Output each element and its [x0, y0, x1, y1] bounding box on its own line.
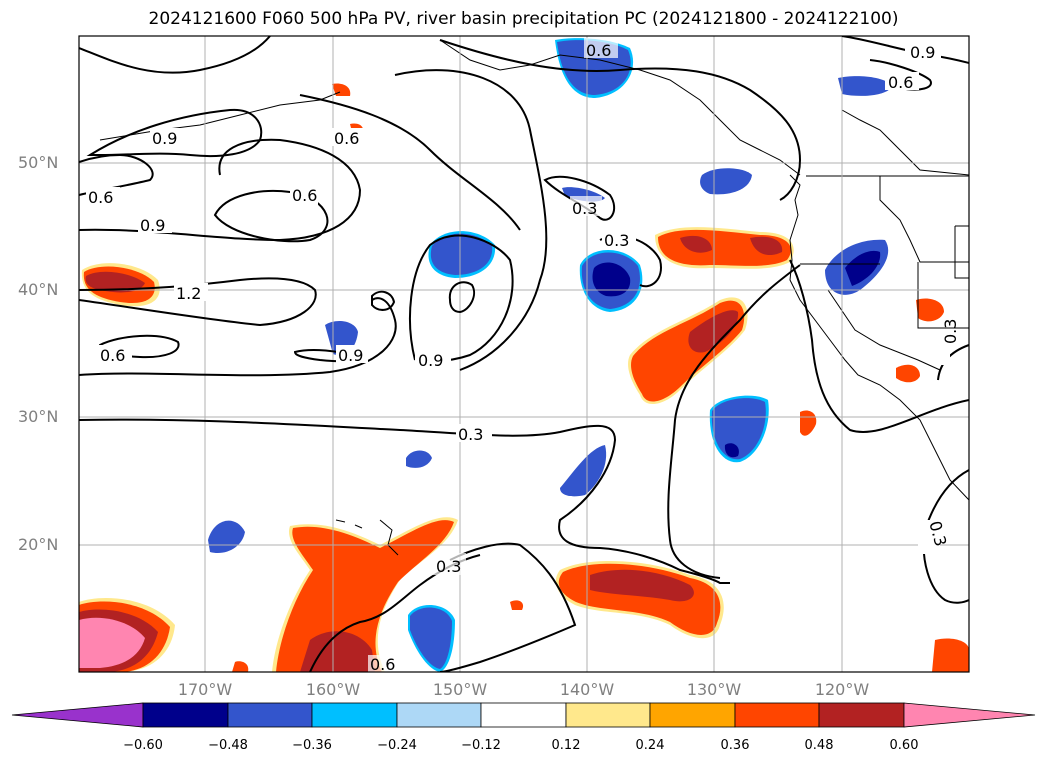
lon-label: 140°W	[559, 680, 615, 699]
colorbar	[11, 702, 1036, 728]
contour-label: 0.3	[604, 231, 629, 250]
colorbar-tick-label: −0.60	[123, 738, 163, 753]
colorbar-tick-label: 0.36	[720, 738, 750, 753]
pv-contour	[667, 264, 801, 579]
contour-label: 0.9	[152, 129, 177, 148]
coastlines	[99, 36, 969, 556]
gridlines	[79, 36, 969, 672]
contour-label: 0.6	[888, 73, 913, 92]
colorbar-tick-label: −0.36	[292, 738, 332, 753]
precip-shading	[79, 38, 969, 672]
pv-contour	[922, 469, 969, 604]
lon-label: 170°W	[177, 680, 233, 699]
contour-label: 0.6	[586, 41, 611, 60]
colorbar-tick-label: 0.48	[804, 738, 834, 753]
precip-blob	[916, 298, 944, 322]
contour-label: 0.9	[910, 43, 935, 62]
contour-label: 0.9	[140, 216, 165, 235]
colorbar-tick-label: −0.24	[377, 738, 417, 753]
pv-contour	[213, 189, 329, 243]
lon-label: 150°W	[432, 680, 488, 699]
colorbar-tick-label: 0.24	[635, 738, 665, 753]
contour-label: 0.9	[418, 351, 443, 370]
colorbar-extend-high	[903, 702, 1036, 728]
contour-label: 0.3	[572, 199, 597, 218]
colorbar-tick-label: 0.12	[551, 738, 581, 753]
colorbar-tick-label: 0.60	[889, 738, 919, 753]
contour-label: 0.3	[436, 557, 461, 576]
map-title: 2024121600 F060 500 hPa PV, river basin …	[148, 9, 899, 29]
colorbar-segment	[565, 702, 651, 728]
contour-label: 0.3	[941, 319, 960, 344]
map-frame	[78, 35, 970, 673]
colorbar-segment	[818, 702, 905, 728]
lat-label: 40°N	[18, 280, 59, 299]
contour-label: 0.6	[100, 346, 125, 365]
lon-label: 130°W	[686, 680, 742, 699]
pv-contours	[79, 36, 969, 672]
contour-label: 0.6	[370, 655, 395, 674]
contour-label: 0.3	[458, 425, 483, 444]
colorbar-segment	[649, 702, 736, 728]
contour-label: 0.9	[338, 346, 363, 365]
pv-contour	[299, 94, 521, 231]
contour-labels: 0.9 0.6 0.6 0.9 0.6 0.6 0.6 0.9 1.2 0.6 …	[86, 38, 960, 674]
colorbar-segment	[311, 702, 398, 728]
lat-label: 20°N	[18, 535, 59, 554]
colorbar-segment	[227, 702, 313, 728]
pv-contour	[439, 39, 802, 201]
pv-contour	[409, 234, 514, 363]
map-area: 0.9 0.6 0.6 0.9 0.6 0.6 0.6 0.9 1.2 0.6 …	[79, 36, 969, 674]
pv-contour	[448, 281, 476, 314]
pv-contour	[79, 418, 730, 584]
colorbar-tick-label: −0.12	[461, 738, 501, 753]
colorbar-segment	[142, 702, 229, 728]
contour-label: 0.6	[292, 186, 317, 205]
colorbar-segment	[480, 702, 567, 728]
contour-label: 1.2	[176, 284, 201, 303]
pv-contour	[371, 290, 396, 311]
colorbar-segment	[396, 702, 482, 728]
lat-label: 50°N	[18, 153, 59, 172]
pv-contour	[79, 138, 362, 242]
colorbar-segment	[734, 702, 820, 728]
precip-blob	[838, 76, 892, 96]
pv-contour	[79, 36, 271, 74]
pv-contour	[394, 69, 548, 371]
pv-contour	[789, 259, 969, 433]
colorbar-tick-label: −0.48	[208, 738, 248, 753]
contour-label: 0.6	[88, 188, 113, 207]
lon-label: 160°W	[305, 680, 361, 699]
contour-label: 0.6	[334, 129, 359, 148]
lat-label: 30°N	[18, 407, 59, 426]
pv-contour	[439, 542, 577, 672]
colorbar-extend-low	[11, 702, 144, 728]
lon-label: 120°W	[814, 680, 870, 699]
